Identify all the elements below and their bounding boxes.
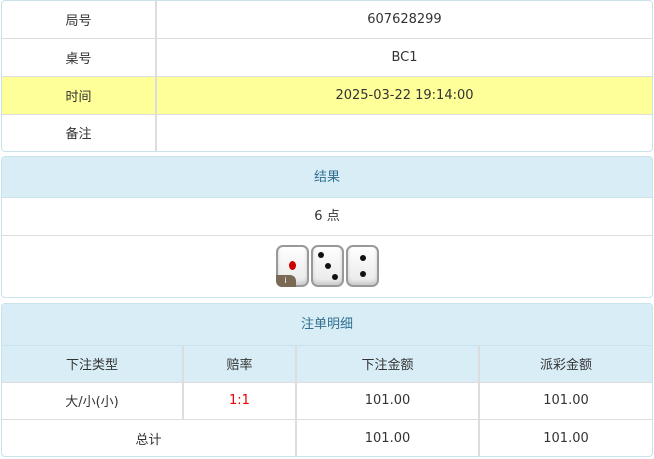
result-panel: 结果 6 点 i <box>1 156 653 298</box>
round-info-panel: 局号 607628299 桌号 BC1 时间 2025-03-22 19:14:00 … <box>1 0 653 152</box>
die-1: i <box>275 245 309 287</box>
col-odds: 赔率 <box>182 346 296 382</box>
remark-row: 备注 <box>2 113 652 151</box>
remark <box>155 113 652 151</box>
table-number: BC1 <box>155 37 652 76</box>
odds: 1:1 <box>182 381 296 419</box>
col-bet-type: 下注类型 <box>65 358 118 374</box>
label: 备注 <box>2 113 156 151</box>
col-payout: 派彩金额 <box>478 346 652 382</box>
info-icon[interactable]: i <box>275 275 296 287</box>
label: 桌号 <box>2 37 156 76</box>
total-payout: 101.00 <box>478 418 652 456</box>
table-row: 大/小(小) 1:1 101.00 101.00 <box>2 381 652 419</box>
bets-header-row: 下注类型 赔率 下注金额 派彩金额 <box>2 346 652 382</box>
bet-details-panel: 注单明细 下注类型 赔率 下注金额 派彩金额 大/小(小) 1:1 101.00… <box>1 303 653 457</box>
total-amount: 101.00 <box>295 418 479 456</box>
table-number-row: 桌号 BC1 <box>2 37 652 76</box>
result-title: 结果 <box>2 157 652 198</box>
time-row: 时间 2025-03-22 19:14:00 <box>2 75 652 114</box>
bet-type: 大/小(小) <box>2 381 183 419</box>
bet-details-title: 注单明细 <box>2 304 652 346</box>
die-2 <box>345 245 379 287</box>
bet-amount: 101.00 <box>295 381 479 419</box>
dice-row: i <box>2 236 652 297</box>
col-bet-amount: 下注金额 <box>295 346 479 382</box>
total-row: 总计 101.00 101.00 <box>2 418 652 456</box>
result-points: 6 点 <box>2 198 652 236</box>
round-number-row: 局号 607628299 <box>2 1 652 38</box>
die-3 <box>310 245 344 287</box>
payout: 101.00 <box>478 381 652 419</box>
time: 2025-03-22 19:14:00 <box>155 75 652 114</box>
label: 时间 <box>2 75 156 114</box>
label: 局号 <box>65 13 92 29</box>
round-number: 607628299 <box>155 1 652 38</box>
total-label: 总计 <box>2 418 296 456</box>
